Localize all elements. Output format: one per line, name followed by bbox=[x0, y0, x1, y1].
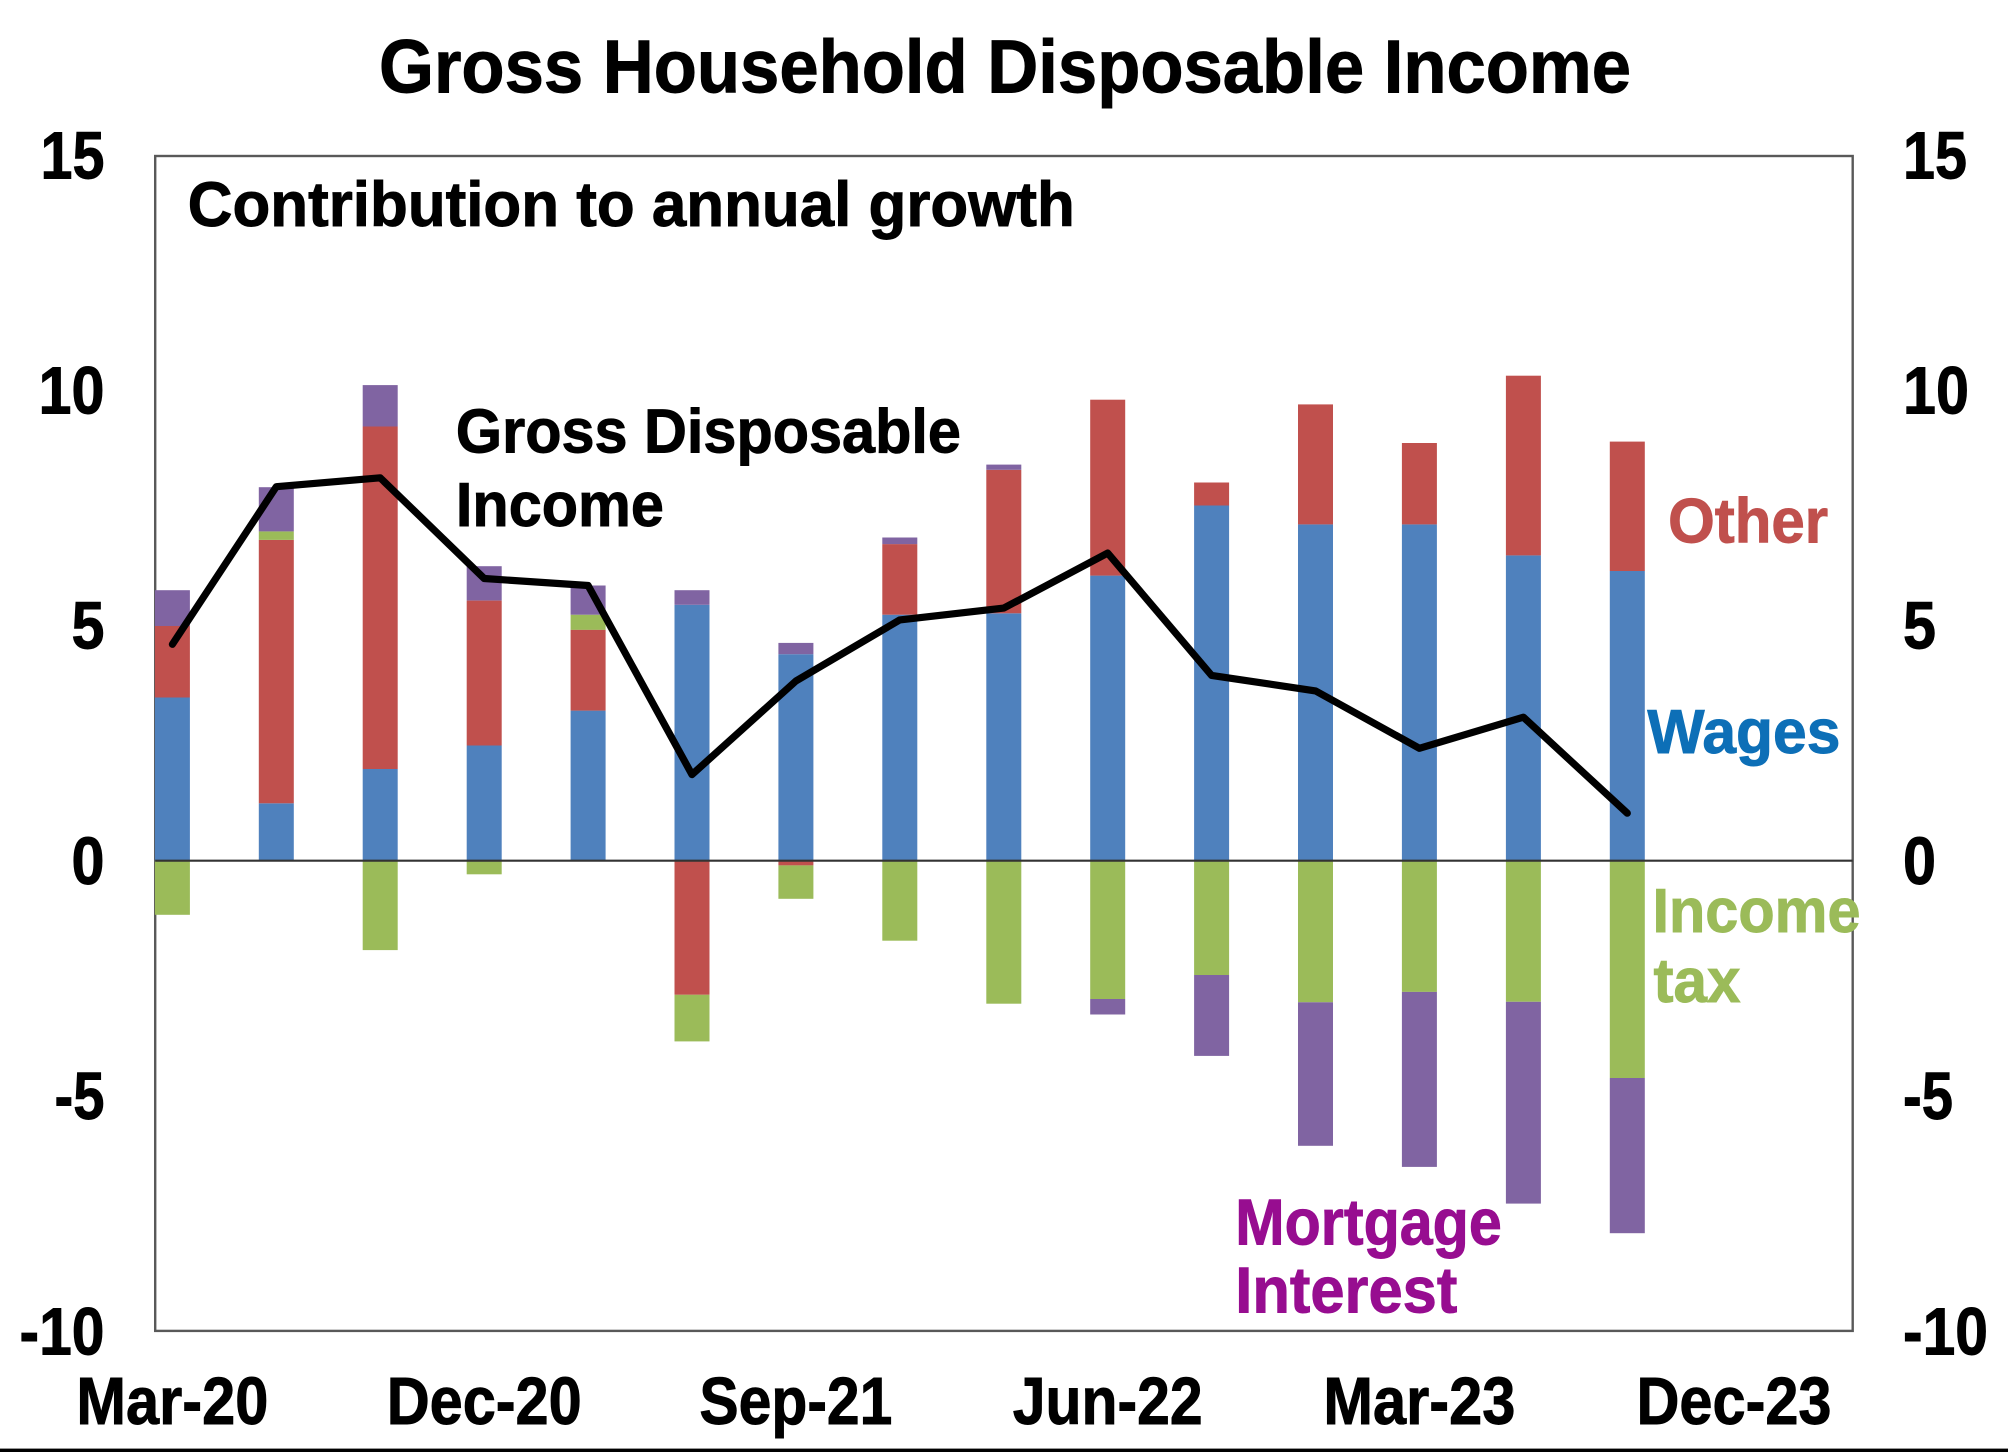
svg-text:-5: -5 bbox=[1903, 1060, 1953, 1134]
svg-text:10: 10 bbox=[39, 355, 105, 429]
svg-text:5: 5 bbox=[72, 590, 105, 664]
svg-text:-10: -10 bbox=[20, 1295, 105, 1369]
svg-text:15: 15 bbox=[41, 119, 105, 193]
svg-text:10: 10 bbox=[1903, 355, 1969, 429]
svg-text:-5: -5 bbox=[55, 1060, 105, 1134]
svg-text:Income: Income bbox=[1653, 877, 1861, 946]
svg-text:Gross Disposable: Gross Disposable bbox=[456, 398, 961, 467]
svg-text:15: 15 bbox=[1903, 119, 1967, 193]
svg-text:Dec-20: Dec-20 bbox=[387, 1365, 582, 1439]
svg-text:Interest: Interest bbox=[1235, 1255, 1457, 1327]
svg-text:Mortgage: Mortgage bbox=[1235, 1186, 1502, 1258]
svg-text:-10: -10 bbox=[1903, 1295, 1988, 1369]
svg-text:Income: Income bbox=[456, 471, 664, 540]
svg-text:tax: tax bbox=[1654, 947, 1742, 1016]
svg-text:Jun-22: Jun-22 bbox=[1013, 1365, 1203, 1439]
svg-text:0: 0 bbox=[1903, 825, 1936, 899]
svg-text:Contribution to annual growth: Contribution to annual growth bbox=[188, 170, 1075, 240]
svg-text:Sep-21: Sep-21 bbox=[699, 1365, 892, 1439]
svg-text:5: 5 bbox=[1903, 590, 1936, 664]
svg-text:Mar-20: Mar-20 bbox=[76, 1365, 268, 1439]
svg-text:Wages: Wages bbox=[1647, 698, 1840, 767]
svg-text:Other: Other bbox=[1668, 487, 1828, 557]
svg-text:Mar-23: Mar-23 bbox=[1323, 1365, 1515, 1439]
svg-text:0: 0 bbox=[72, 825, 105, 899]
svg-text:Gross Household Disposable Inc: Gross Household Disposable Income bbox=[379, 25, 1631, 109]
svg-text:Dec-23: Dec-23 bbox=[1637, 1365, 1832, 1439]
